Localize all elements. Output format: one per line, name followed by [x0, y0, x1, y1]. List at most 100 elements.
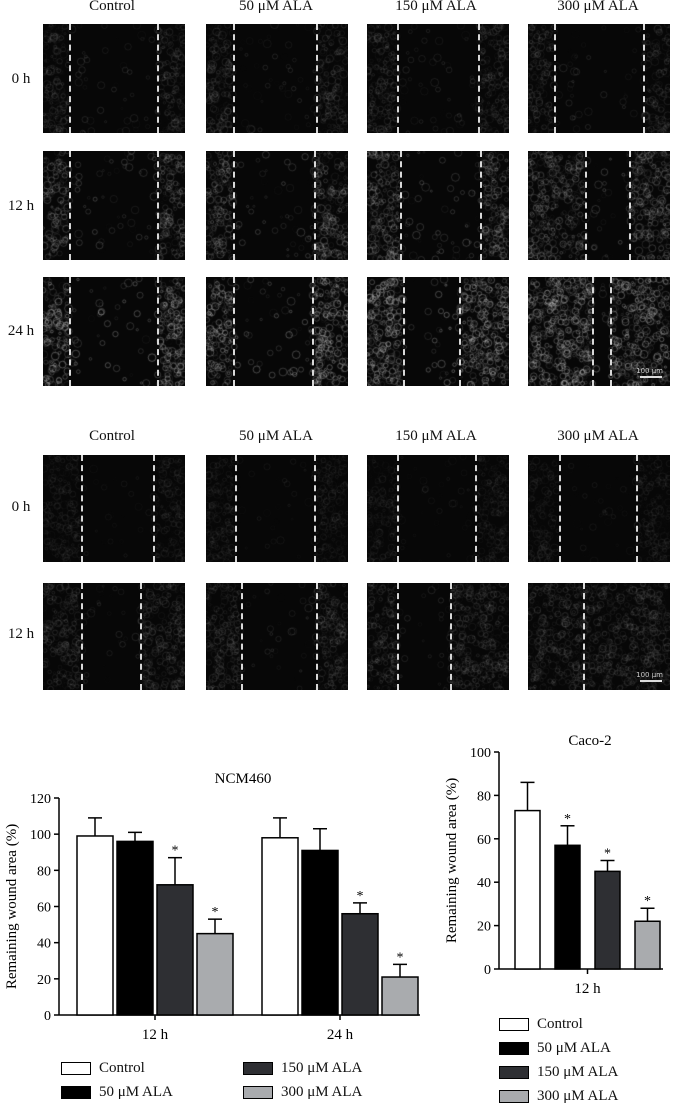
- legend-swatch: [61, 1062, 91, 1075]
- legend-label: Control: [537, 1016, 583, 1032]
- y-tick-label: 80: [477, 789, 491, 804]
- bar: [594, 870, 621, 970]
- x-tick-label: 12 h: [574, 981, 601, 997]
- micrograph-image: [528, 455, 670, 562]
- cell-texture: [367, 455, 509, 562]
- scale-bar-label: 100 μm: [636, 367, 663, 375]
- y-tick-label: 60: [477, 833, 491, 848]
- micrograph-image: [528, 24, 670, 133]
- cell-texture: [367, 277, 509, 386]
- chart-title: Caco-2: [568, 733, 611, 749]
- micrograph-image: [206, 24, 348, 133]
- bar: [156, 884, 194, 1016]
- legend-swatch: [499, 1042, 529, 1055]
- micrograph-image: [43, 151, 185, 260]
- x-tick-label: 12 h: [142, 1027, 169, 1043]
- wound-edge-line: [140, 583, 142, 690]
- wound-edge-line: [585, 151, 587, 260]
- bar: [76, 835, 114, 1016]
- wound-edge-line: [69, 151, 71, 260]
- cell-texture: [43, 24, 185, 133]
- cell-texture: [43, 151, 185, 260]
- y-tick-label: 20: [477, 920, 491, 935]
- cell-texture: [43, 583, 185, 690]
- y-tick-label: 120: [30, 792, 51, 807]
- wound-edge-line: [583, 583, 585, 690]
- wound-edge-line: [403, 277, 405, 386]
- micrograph-image: [206, 277, 348, 386]
- significance-marker: *: [357, 889, 364, 904]
- y-tick-label: 0: [44, 1009, 51, 1024]
- bar: [301, 849, 339, 1016]
- wound-edge-line: [314, 455, 316, 562]
- legend-label: 300 μM ALA: [281, 1084, 363, 1100]
- wound-edge-line: [316, 583, 318, 690]
- wound-edge-line: [478, 24, 480, 133]
- y-tick-label: 80: [37, 864, 51, 879]
- wound-edge-line: [450, 583, 452, 690]
- legend-label: 150 μM ALA: [537, 1064, 619, 1080]
- micrograph-image: 100 μm: [528, 277, 670, 386]
- bar-chart-caco2: Caco-2 Remaining wound area (%) 0 20 40 60 80 1…: [444, 733, 663, 997]
- wound-edge-line: [629, 151, 631, 260]
- scale-bar-label: 100 μm: [636, 671, 663, 679]
- bar: [341, 912, 379, 1016]
- legend-swatch: [499, 1066, 529, 1079]
- legend-item-control: Control: [61, 1060, 145, 1077]
- wound-edge-line: [397, 455, 399, 562]
- cell-texture: [367, 24, 509, 133]
- micrograph-image: [206, 151, 348, 260]
- wound-edge-line: [157, 24, 159, 133]
- bar: [116, 840, 154, 1016]
- y-tick-label: 100: [470, 746, 491, 761]
- wound-edge-line: [69, 277, 71, 386]
- significance-marker: *: [644, 894, 651, 909]
- column-header-control: Control: [89, 428, 135, 444]
- cell-texture: [367, 583, 509, 690]
- cell-texture: [43, 455, 185, 562]
- cell-texture: [528, 151, 670, 260]
- legend-item-50uM: 50 μM ALA: [499, 1040, 611, 1057]
- legend-label: 300 μM ALA: [537, 1088, 619, 1104]
- row-label-0h: 0 h: [11, 499, 31, 515]
- bar-chart-ncm460: NCM460 Remaining wound area (%) 0 20 40 60 80 1…: [4, 771, 420, 1043]
- bar: [381, 976, 419, 1016]
- column-header-150uM: 150 μM ALA: [395, 0, 477, 14]
- micrograph-image: [206, 455, 348, 562]
- wound-edge-line: [69, 24, 71, 133]
- wound-edge-line: [233, 24, 235, 133]
- cell-texture: [367, 151, 509, 260]
- micrograph-image: [367, 24, 509, 133]
- bar: [514, 809, 541, 970]
- legend-item-50uM: 50 μM ALA: [61, 1084, 173, 1101]
- wound-edge-line: [235, 455, 237, 562]
- scale-bar: [640, 680, 662, 682]
- column-header-50uM: 50 μM ALA: [239, 0, 313, 14]
- micrograph-image: [367, 151, 509, 260]
- y-tick-label: 40: [477, 876, 491, 891]
- wound-edge-line: [636, 455, 638, 562]
- wound-edge-line: [554, 24, 556, 133]
- micrograph-image: [43, 24, 185, 133]
- legend-label: 50 μM ALA: [99, 1084, 173, 1100]
- y-axis-label: Remaining wound area (%): [444, 778, 460, 943]
- cell-texture: [528, 24, 670, 133]
- row-label-12h: 12 h: [7, 198, 35, 214]
- legend-item-300uM: 300 μM ALA: [243, 1084, 362, 1101]
- row-label-0h: 0 h: [11, 71, 31, 87]
- wound-edge-line: [459, 277, 461, 386]
- significance-marker: *: [172, 844, 179, 859]
- row-label-12h: 12 h: [7, 626, 35, 642]
- wound-edge-line: [157, 151, 159, 260]
- micrograph-image: [528, 151, 670, 260]
- legend-swatch: [243, 1062, 273, 1075]
- significance-marker: *: [397, 950, 404, 965]
- legend-swatch: [61, 1086, 91, 1099]
- scale-bar: [640, 376, 662, 378]
- legend-item-150uM: 150 μM ALA: [499, 1064, 618, 1081]
- legend-item-control: Control: [499, 1016, 583, 1033]
- wound-edge-line: [400, 151, 402, 260]
- column-header-150uM: 150 μM ALA: [395, 428, 477, 444]
- bar: [196, 932, 234, 1016]
- wound-edge-line: [316, 24, 318, 133]
